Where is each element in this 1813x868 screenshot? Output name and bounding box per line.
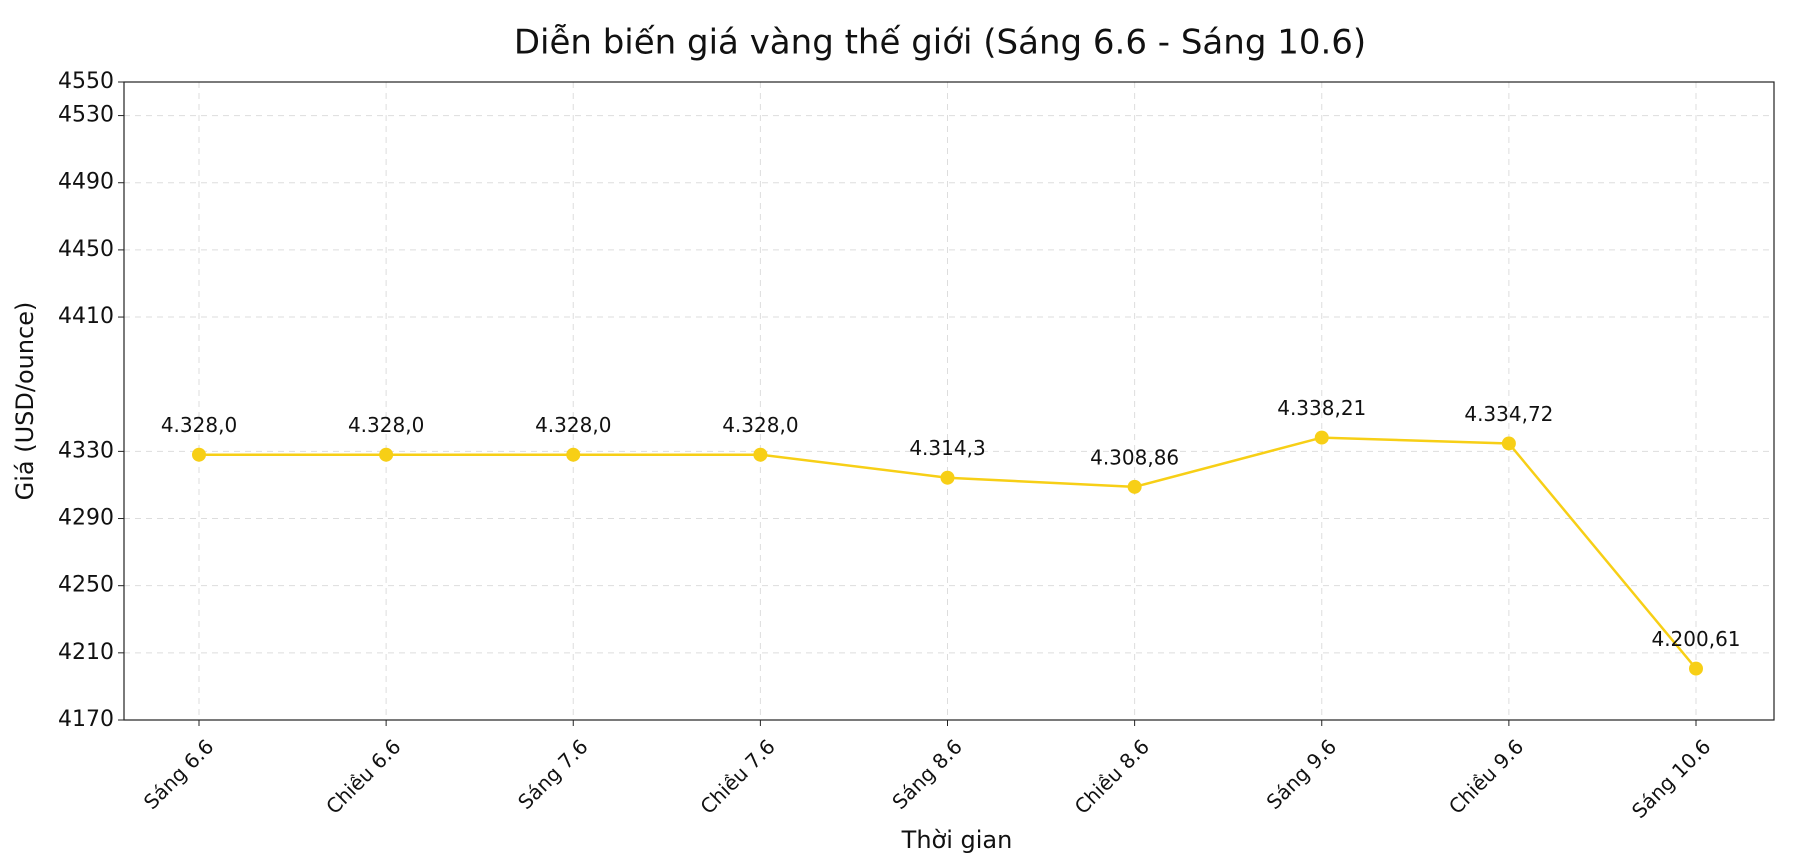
y-tick-label: 4330 — [58, 438, 114, 463]
chart-title: Diễn biến giá vàng thế giới (Sáng 6.6 - … — [514, 23, 1366, 63]
y-tick-label: 4530 — [58, 103, 114, 128]
point — [192, 447, 206, 462]
x-tick-label: Sáng 10.6 — [1627, 734, 1716, 823]
point — [566, 447, 581, 462]
x-tick-label: Sáng 7.6 — [513, 734, 593, 814]
data-label: 4.334,72 — [1464, 402, 1553, 426]
data-label: 4.200,61 — [1651, 627, 1740, 651]
plot-frame — [123, 81, 1775, 721]
point — [1127, 479, 1142, 494]
y-tick-label: 4290 — [58, 506, 114, 531]
data-label: 4.308,86 — [1090, 445, 1179, 469]
y-tick-label: 4170 — [58, 707, 114, 732]
data-label: 4.328,0 — [348, 413, 424, 437]
point — [1314, 430, 1329, 445]
x-tick-label: Chiều 6.6 — [321, 734, 405, 818]
y-tick-label: 4490 — [58, 170, 114, 195]
x-tick-label: Sáng 6.6 — [139, 734, 219, 814]
x-tick-label: Chiều 7.6 — [695, 734, 779, 818]
y-tick-label: 4250 — [58, 573, 114, 598]
y-tick-label: 4210 — [58, 640, 114, 665]
x-tick-label: Sáng 8.6 — [887, 734, 967, 814]
x-tick-label: Chiều 8.6 — [1070, 734, 1154, 818]
y-tick-label: 4450 — [58, 237, 114, 262]
data-label: 4.328,0 — [535, 413, 611, 437]
data-label: 4.328,0 — [161, 413, 237, 437]
data-label: 4.314,3 — [909, 436, 985, 460]
y-tick-label: 4550 — [58, 69, 114, 94]
y-tick-label: 4410 — [58, 304, 114, 329]
y-axis-title: Giá (USD/ounce) — [11, 302, 39, 501]
point — [1689, 661, 1703, 676]
data-label: 4.328,0 — [722, 413, 798, 437]
data-label: 4.338,21 — [1277, 396, 1366, 420]
x-tick-label: Sáng 9.6 — [1262, 734, 1342, 814]
point — [1501, 436, 1516, 451]
point — [379, 447, 394, 462]
point — [940, 470, 955, 485]
x-tick-label: Chiều 9.6 — [1444, 734, 1528, 818]
x-axis-title: Thời gian — [901, 826, 1013, 854]
point — [753, 447, 768, 462]
